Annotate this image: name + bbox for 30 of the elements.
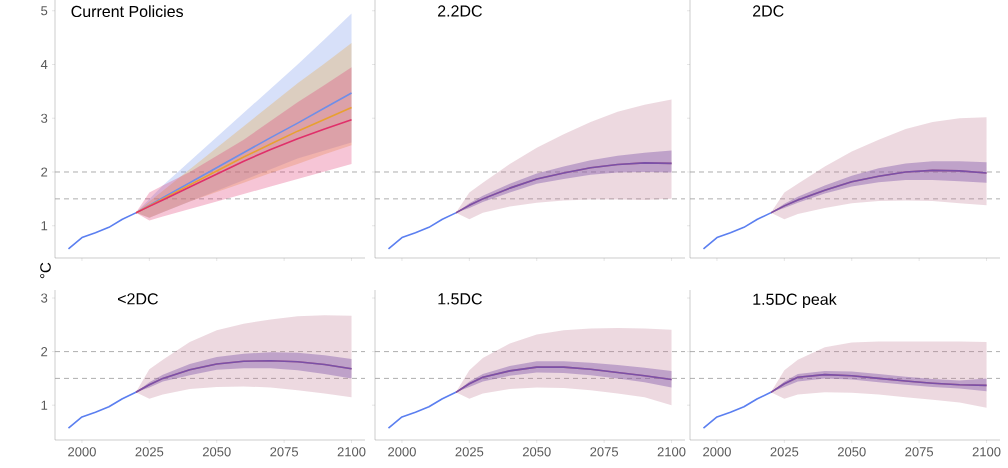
y-tick-label: 4 [40,60,48,69]
chart-title: 2DC [753,5,784,17]
x-tick-label: 2025 [770,447,799,457]
y-tick-label: 3 [41,293,48,303]
x-tick-label: 2050 [522,447,551,457]
x-tick-label: 2050 [837,447,866,457]
y-tick-label: 5 [41,6,48,16]
y-axis-title: °C [40,262,51,279]
y-tick-label: 2 [41,167,48,177]
chart-title: Current Policies [71,5,184,18]
x-tick-label: 2000 [68,447,96,457]
x-tick-label: 2025 [135,447,164,457]
x-tick-label: 2100 [657,447,686,457]
y-tick-label: 1 [41,400,48,410]
x-tick-label: 2075 [905,447,934,457]
y-tick-label: 2 [41,347,48,357]
chart-title: 1.5DC peak [753,293,837,309]
chart-title: 2.2DC [438,5,482,17]
x-tick-label: 2100 [972,447,1001,457]
x-tick-label: 2025 [455,447,484,457]
y-tick-label: 3 [41,113,48,123]
x-tick-label: 2000 [388,447,416,457]
x-tick-label: 2075 [590,447,619,457]
y-tick-label: 1 [41,221,48,231]
x-tick-label: 2050 [202,447,231,457]
x-tick-label: 2000 [703,447,731,457]
x-tick-label: 2100 [337,447,366,457]
chart-title: 1.5DC [438,293,482,305]
chart-title: <2DC [118,293,158,305]
x-tick-label: 2075 [270,447,299,457]
